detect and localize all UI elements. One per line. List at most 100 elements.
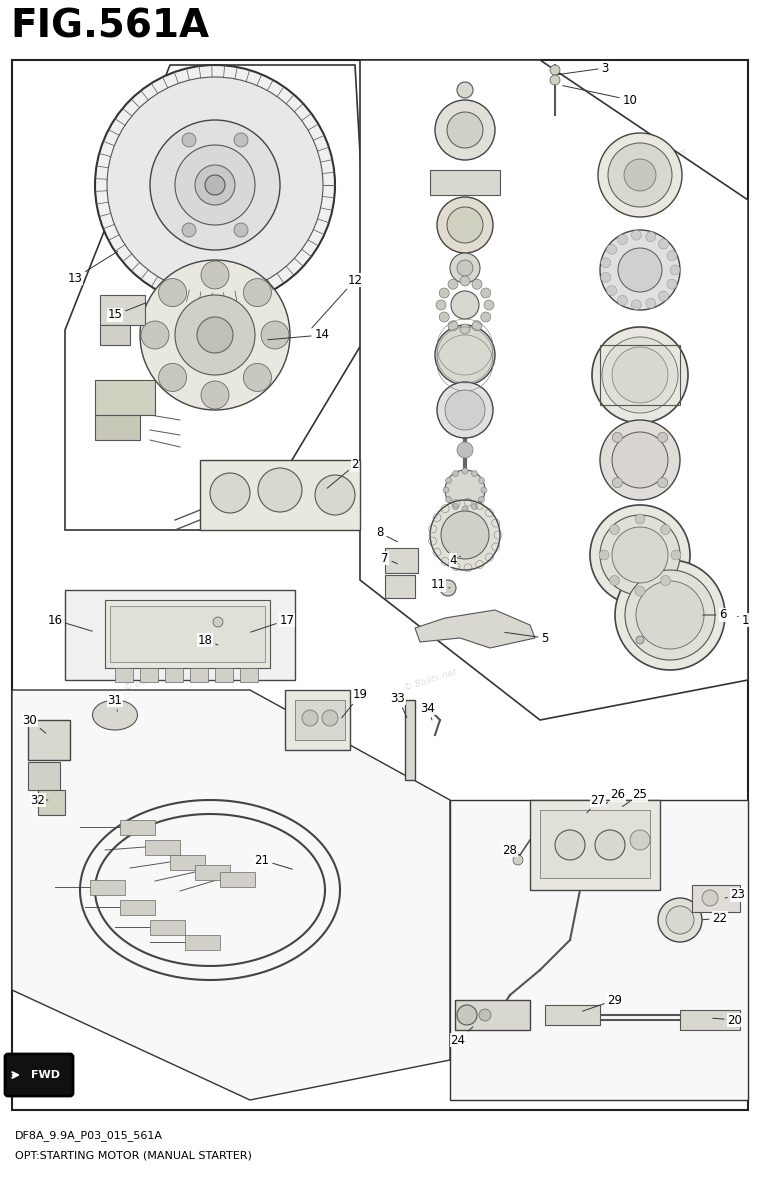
Bar: [12, 60, 748, 1110]
Bar: [185, 935, 220, 950]
Polygon shape: [415, 610, 535, 648]
Text: 21: 21: [255, 853, 293, 869]
Circle shape: [600, 230, 680, 310]
Circle shape: [140, 260, 290, 410]
Circle shape: [436, 300, 446, 310]
Circle shape: [182, 223, 196, 238]
Bar: [455, 1000, 530, 1030]
Circle shape: [175, 295, 255, 374]
Bar: [105, 600, 270, 668]
Circle shape: [610, 576, 619, 586]
Text: 23: 23: [725, 888, 746, 901]
Text: © Boats.net: © Boats.net: [403, 667, 458, 692]
Circle shape: [658, 292, 668, 301]
Text: DF8A_9.9A_P03_015_561A: DF8A_9.9A_P03_015_561A: [15, 1130, 163, 1141]
Circle shape: [182, 133, 196, 146]
Circle shape: [471, 504, 477, 510]
Bar: [95, 380, 155, 415]
Circle shape: [600, 258, 611, 268]
Bar: [220, 872, 255, 887]
Circle shape: [612, 527, 668, 583]
Circle shape: [479, 478, 484, 484]
Bar: [90, 880, 125, 895]
Text: 14: 14: [268, 329, 330, 342]
Circle shape: [600, 272, 611, 282]
Circle shape: [666, 906, 694, 934]
Text: © Boats.net: © Boats.net: [403, 407, 458, 433]
Circle shape: [201, 382, 229, 409]
Circle shape: [660, 576, 670, 586]
Bar: [530, 800, 660, 890]
Circle shape: [632, 300, 641, 310]
Text: 10: 10: [562, 85, 638, 107]
Circle shape: [443, 487, 449, 493]
Circle shape: [612, 347, 668, 403]
Polygon shape: [450, 800, 748, 1100]
Text: 20: 20: [713, 1014, 743, 1026]
Circle shape: [261, 320, 289, 349]
Circle shape: [658, 898, 702, 942]
Circle shape: [322, 710, 338, 726]
Bar: [195, 865, 230, 880]
Circle shape: [635, 586, 645, 596]
Text: 4: 4: [449, 553, 461, 566]
Circle shape: [150, 120, 280, 250]
Text: © Boats.net: © Boats.net: [122, 148, 178, 173]
Ellipse shape: [93, 700, 138, 730]
Circle shape: [448, 320, 458, 331]
Circle shape: [457, 1006, 477, 1025]
Bar: [38, 790, 65, 815]
Text: 28: 28: [502, 844, 520, 857]
Bar: [28, 762, 60, 790]
Bar: [430, 170, 500, 194]
Text: 15: 15: [108, 304, 145, 322]
Polygon shape: [360, 60, 748, 720]
Text: 33: 33: [391, 691, 407, 718]
Text: 2: 2: [327, 458, 359, 488]
Text: 11: 11: [430, 578, 450, 592]
Circle shape: [445, 470, 485, 510]
Text: 34: 34: [420, 702, 435, 720]
Circle shape: [462, 468, 468, 474]
Text: 30: 30: [23, 714, 46, 733]
Circle shape: [606, 286, 616, 295]
Text: 1: 1: [737, 613, 749, 626]
Polygon shape: [12, 690, 450, 1100]
Circle shape: [440, 580, 456, 596]
Circle shape: [457, 82, 473, 98]
Circle shape: [592, 326, 688, 422]
Circle shape: [635, 514, 645, 524]
Circle shape: [452, 470, 458, 476]
Circle shape: [141, 320, 169, 349]
Text: © Boats.net: © Boats.net: [632, 667, 688, 692]
Circle shape: [606, 245, 616, 254]
Text: 19: 19: [342, 689, 368, 718]
Bar: [150, 920, 185, 935]
Text: 12: 12: [312, 274, 363, 328]
Circle shape: [258, 468, 302, 512]
Circle shape: [617, 295, 628, 305]
Circle shape: [197, 317, 233, 353]
Text: 18: 18: [198, 634, 218, 647]
Circle shape: [600, 515, 680, 595]
Circle shape: [234, 133, 248, 146]
Text: 8: 8: [376, 527, 397, 541]
Text: 17: 17: [251, 613, 295, 632]
Circle shape: [450, 253, 480, 283]
Circle shape: [159, 278, 186, 306]
Bar: [295, 700, 345, 740]
Text: 26: 26: [602, 788, 625, 806]
Circle shape: [472, 320, 482, 331]
Bar: [28, 720, 70, 760]
Bar: [120, 820, 155, 835]
Bar: [385, 575, 415, 598]
Bar: [240, 668, 258, 682]
Bar: [600, 346, 680, 404]
Circle shape: [671, 550, 681, 560]
Circle shape: [471, 470, 477, 476]
Circle shape: [617, 235, 628, 245]
Circle shape: [625, 570, 715, 660]
Circle shape: [555, 830, 585, 860]
Circle shape: [602, 337, 678, 413]
Circle shape: [437, 382, 493, 438]
